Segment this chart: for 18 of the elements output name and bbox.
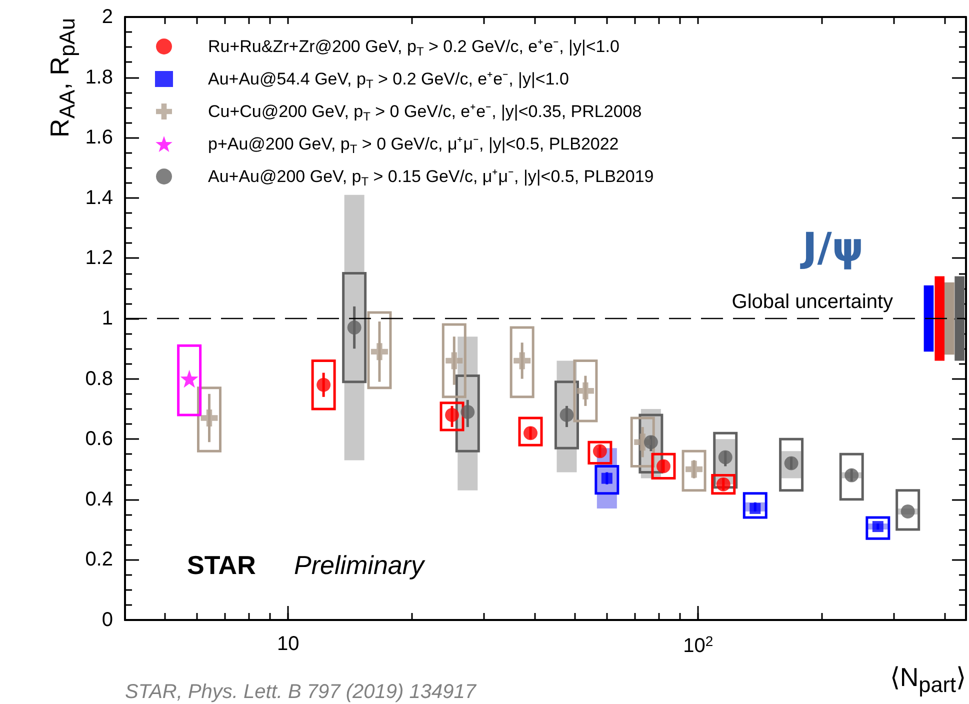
y-tick-label: 0.2	[85, 548, 113, 571]
y-tick-label: 1.2	[85, 247, 113, 270]
y-tick-label: 0.6	[85, 428, 113, 450]
y-tick-label: 0.8	[85, 368, 113, 390]
annotation: Preliminary	[294, 550, 426, 580]
y-tick-label: 1.8	[85, 66, 113, 88]
y-tick-label: 1	[102, 308, 113, 330]
annotation: STAR	[187, 550, 256, 580]
x-tick-label: 10	[277, 633, 300, 655]
y-tick-label: 0.4	[85, 488, 113, 510]
text: STAR, Phys. Lett. B 797 (2019) 134917	[125, 681, 477, 703]
y-tick-label: 0	[102, 609, 113, 631]
y-tick-label: 1.6	[85, 126, 113, 149]
annotation: Global uncertainty	[732, 291, 893, 313]
x-axis-title: ⟨N$_{part}$⟩	[890, 662, 966, 700]
y-tick-label: 2	[102, 6, 113, 28]
annotation: J/ψ	[799, 225, 864, 271]
y-tick-label: 1.4	[85, 186, 113, 209]
